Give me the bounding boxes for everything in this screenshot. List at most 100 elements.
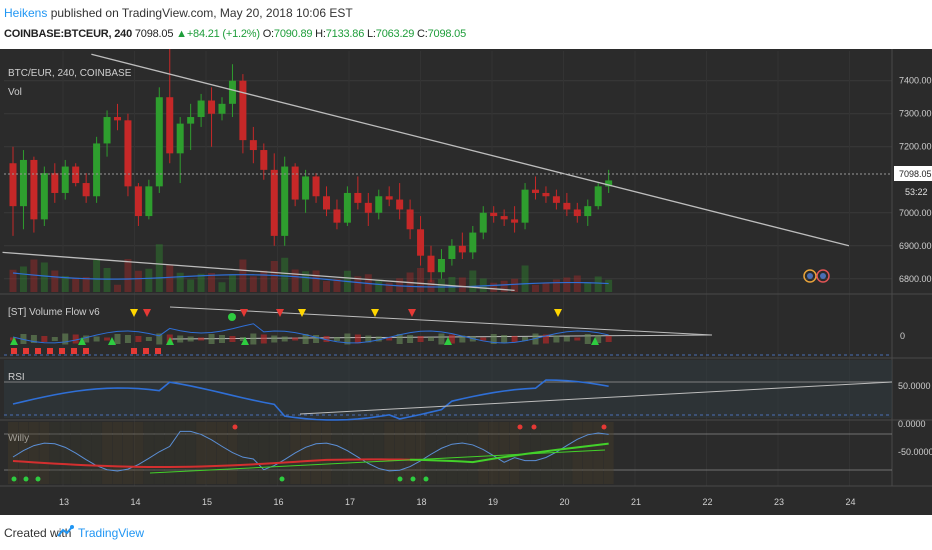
chart-area[interactable]: BTC/EUR, 240, COINBASE Vol 7400.00 7300.0… xyxy=(0,47,932,515)
candle-body xyxy=(552,196,560,203)
vflow-bar xyxy=(542,334,549,344)
volume-bar xyxy=(145,268,153,292)
willy-band xyxy=(593,422,604,484)
tradingview-logo-icon[interactable] xyxy=(56,524,76,540)
candle-body xyxy=(500,216,508,220)
candle-body xyxy=(103,117,111,144)
volume-bar xyxy=(333,279,341,292)
volume-bar xyxy=(396,278,404,292)
author-link[interactable]: Heikens xyxy=(4,6,48,20)
signal-down-icon xyxy=(143,309,151,317)
willy-band xyxy=(91,422,102,484)
candle-body xyxy=(605,180,613,187)
signal-neutral-icon xyxy=(371,309,379,317)
chart-canvas[interactable]: BTC/EUR, 240, COINBASE Vol 7400.00 7300.0… xyxy=(0,47,932,515)
time-tick-label: 19 xyxy=(488,497,498,507)
willy-band xyxy=(582,422,593,484)
willy-band xyxy=(352,422,363,484)
candle-body xyxy=(479,212,487,233)
volume-bar xyxy=(427,279,435,292)
volume-bar xyxy=(114,284,121,292)
willy-band xyxy=(154,422,165,484)
volume-bar xyxy=(532,284,539,292)
candle-body xyxy=(406,209,414,230)
volume-bar xyxy=(40,262,48,292)
willy-band xyxy=(436,422,447,484)
candle-body xyxy=(155,97,163,187)
signal-square xyxy=(35,348,41,354)
candle-body xyxy=(270,169,278,236)
vflow-bar xyxy=(229,336,236,342)
signal-down-icon xyxy=(276,309,284,317)
willy-dot xyxy=(517,424,523,430)
willy-band xyxy=(331,422,342,484)
candle-body xyxy=(124,120,132,187)
chart-header: Heikens published on TradingView.com, Ma… xyxy=(0,0,932,48)
vflow-bar xyxy=(511,336,518,342)
rsi-label: RSI xyxy=(8,372,25,383)
symbol-name[interactable]: COINBASE:BTCEUR, 240 xyxy=(4,28,133,40)
candle-body xyxy=(72,166,80,184)
vflow-bar xyxy=(51,337,58,341)
tradingview-brand[interactable]: TradingView xyxy=(78,526,145,540)
candle-body xyxy=(312,176,320,197)
signal-square xyxy=(71,348,77,354)
signal-up-icon xyxy=(166,337,174,345)
signal-neutral-icon xyxy=(554,309,562,317)
volume-bar xyxy=(30,259,38,292)
time-tick-label: 24 xyxy=(846,497,856,507)
volume-bar xyxy=(260,270,268,292)
volume-bar xyxy=(291,269,299,292)
time-tick-label: 14 xyxy=(131,497,141,507)
signal-square xyxy=(143,348,149,354)
volume-bar xyxy=(61,276,69,292)
willy-band xyxy=(133,422,144,484)
willy-pane[interactable]: Willy 0.0000 -50.0000 xyxy=(4,419,932,484)
time-tick-label: 20 xyxy=(560,497,570,507)
low-value: 7063.29 xyxy=(375,28,415,40)
rsi-pane[interactable]: RSI 50.0000 xyxy=(4,360,931,421)
trend-lines[interactable] xyxy=(2,53,850,291)
candle-body xyxy=(134,186,142,217)
volume-bar xyxy=(448,277,456,292)
candle-body xyxy=(490,212,498,217)
volume-bar xyxy=(249,276,257,292)
candles[interactable] xyxy=(9,47,613,283)
time-axis[interactable]: 13 14 15 16 17 18 19 20 21 22 23 24 xyxy=(59,497,856,507)
low-label: L: xyxy=(367,28,376,40)
willy-band xyxy=(551,422,562,484)
vflow-bar xyxy=(323,336,330,342)
volume-ma-line xyxy=(12,272,609,288)
candle-body xyxy=(176,123,184,154)
price-axis[interactable]: 7400.00 7300.00 7200.00 7000.00 6900.00 6800.… xyxy=(899,76,932,284)
volume-flow-pane[interactable]: [ST] Volume Flow v6 0 xyxy=(4,306,905,356)
volume-bar xyxy=(51,270,59,292)
price-tick-label: 6800.00 xyxy=(899,274,932,284)
signal-square xyxy=(11,348,17,354)
willy-band xyxy=(206,422,217,484)
signal-down-icon xyxy=(240,309,248,317)
candle-body xyxy=(354,192,362,203)
willy-dot xyxy=(11,476,17,482)
high-label: H: xyxy=(315,28,326,40)
vflow-bar xyxy=(292,337,299,341)
time-tick-label: 23 xyxy=(774,497,784,507)
event-icon[interactable] xyxy=(803,269,817,283)
willy-band xyxy=(237,422,248,484)
volume-bar xyxy=(281,257,289,292)
main-pane[interactable] xyxy=(4,51,892,292)
candle-body xyxy=(333,209,341,223)
candle-body xyxy=(114,117,121,121)
candle-body xyxy=(437,258,445,273)
willy-band xyxy=(122,422,133,484)
event-icon[interactable] xyxy=(816,269,830,283)
signal-square xyxy=(131,348,137,354)
volume-bar xyxy=(469,270,477,292)
volume-bar xyxy=(542,282,550,292)
signal-up-icon xyxy=(241,337,249,345)
volume-bar xyxy=(228,275,236,292)
volume-bar xyxy=(134,270,142,292)
willy-band xyxy=(185,422,196,484)
willy-band xyxy=(363,422,374,484)
signal-dot xyxy=(228,313,236,321)
